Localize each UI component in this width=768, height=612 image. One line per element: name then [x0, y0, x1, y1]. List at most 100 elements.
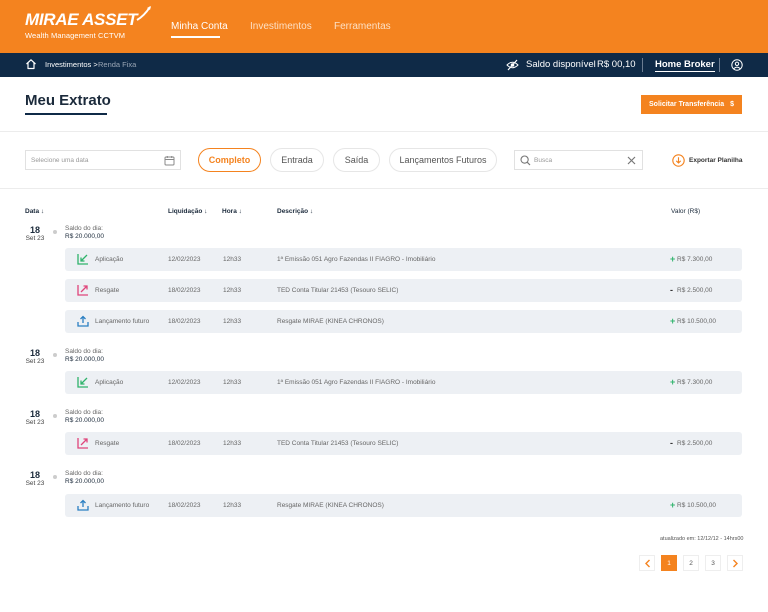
home-icon[interactable]	[25, 58, 37, 70]
divider	[0, 188, 768, 189]
nav-minha-conta[interactable]: Minha Conta	[171, 21, 228, 32]
chevron-left-icon	[644, 559, 650, 567]
group-month: Set 23	[25, 419, 45, 426]
saldo-dia-label: Saldo do dia:	[65, 348, 103, 355]
date-placeholder: Selecione uma data	[31, 157, 89, 164]
lancamento-futuro-icon	[77, 315, 89, 327]
timeline-dot	[53, 353, 57, 357]
row-sign: -	[670, 438, 673, 448]
row-hora: 12h33	[223, 318, 242, 325]
divider	[0, 131, 768, 132]
page-2-button[interactable]: 2	[683, 555, 699, 571]
table-row[interactable]: Aplicação 12/02/2023 12h33 1ª Emissão 05…	[65, 371, 742, 394]
filter-chip-saida[interactable]: Saída	[333, 148, 380, 172]
row-hora: 12h33	[223, 440, 242, 447]
title-underline	[25, 113, 107, 115]
home-broker-link[interactable]: Home Broker	[655, 59, 715, 72]
row-type: Aplicação	[95, 379, 124, 386]
filter-chip-completo[interactable]: Completo	[198, 148, 261, 172]
table-row[interactable]: Resgate 18/02/2023 12h33 TED Conta Titul…	[65, 279, 742, 302]
nav-ferramentas[interactable]: Ferramentas	[334, 21, 391, 32]
row-hora: 12h33	[223, 256, 242, 263]
row-sign: +	[670, 500, 676, 510]
row-liquidacao: 12/02/2023	[168, 256, 201, 263]
row-valor: R$ 7.300,00	[677, 379, 713, 386]
group-day: 18	[29, 409, 40, 419]
saldo-disponivel-label: Saldo disponível	[526, 59, 596, 70]
page-3-button[interactable]: 3	[705, 555, 721, 571]
page-title: Meu Extrato	[25, 92, 111, 109]
table-row[interactable]: Aplicação 12/02/2023 12h33 1ª Emissão 05…	[65, 248, 742, 271]
brand-logo[interactable]: MIRAE ASSET Wealth Management CCTVM	[25, 6, 153, 40]
user-icon[interactable]	[731, 59, 743, 71]
hide-balance-icon[interactable]	[506, 59, 519, 71]
row-sign: +	[670, 254, 676, 264]
group-date: 18 Set 23	[25, 225, 45, 242]
nav-investimentos[interactable]: Investimentos	[250, 21, 312, 32]
group-month: Set 23	[25, 358, 45, 365]
table-row[interactable]: Lançamento futuro 18/02/2023 12h33 Resga…	[65, 310, 742, 333]
filter-chip-entrada[interactable]: Entrada	[270, 148, 324, 172]
search-icon	[520, 155, 531, 166]
brand-name: MIRAE ASSET	[25, 10, 138, 29]
prev-page-button[interactable]	[639, 555, 655, 571]
table-row[interactable]: Lançamento futuro 18/02/2023 12h33 Resga…	[65, 494, 742, 517]
saldo-do-dia: Saldo do dia: R$ 20.000,00	[65, 470, 104, 486]
divider	[719, 58, 720, 72]
search-input[interactable]: Busca	[514, 150, 643, 170]
dollar-icon: $	[730, 101, 734, 108]
row-descricao: Resgate MIRAE (KINEA CHRONOS)	[277, 502, 384, 509]
saldo-dia-value: R$ 20.000,00	[65, 417, 105, 424]
group-month: Set 23	[25, 235, 45, 242]
saldo-dia-label: Saldo do dia:	[65, 225, 103, 232]
filter-chip-lancamentos-futuros[interactable]: Lançamentos Futuros	[389, 148, 497, 172]
col-header-hora[interactable]: Hora ↓	[222, 208, 242, 215]
row-valor: R$ 7.300,00	[677, 256, 713, 263]
row-valor: R$ 10.500,00	[677, 502, 717, 509]
divider	[642, 58, 643, 72]
saldo-dia-label: Saldo do dia:	[65, 409, 103, 416]
row-sign: -	[670, 285, 673, 295]
col-header-data[interactable]: Data ↓	[25, 208, 45, 215]
resgate-icon	[77, 438, 88, 449]
timeline-dot	[53, 475, 57, 479]
col-header-liquidacao[interactable]: Liquidação ↓	[168, 208, 208, 215]
breadcrumb-renda-fixa: Renda Fixa	[98, 60, 137, 69]
col-header-descricao[interactable]: Descrição ↓	[277, 208, 314, 215]
row-valor: R$ 2.500,00	[677, 287, 713, 294]
search-placeholder: Busca	[534, 157, 553, 164]
saldo-dia-value: R$ 20.000,00	[65, 478, 105, 485]
breadcrumb-investimentos[interactable]: Investimentos >	[45, 60, 98, 69]
group-month: Set 23	[25, 480, 45, 487]
saldo-disponivel-value: R$ 00,10	[597, 59, 636, 70]
row-hora: 12h33	[223, 502, 242, 509]
transfer-button-label: Solicitar Transferência	[649, 101, 725, 108]
page-1-button[interactable]: 1	[661, 555, 677, 571]
group-day: 18	[29, 470, 40, 480]
table-row[interactable]: Resgate 18/02/2023 12h33 TED Conta Titul…	[65, 432, 742, 455]
next-page-button[interactable]	[727, 555, 743, 571]
row-descricao: TED Conta Titular 21453 (Tesouro SELIC)	[277, 287, 399, 294]
saldo-dia-value: R$ 20.000,00	[65, 233, 105, 240]
row-type: Resgate	[95, 287, 120, 294]
row-liquidacao: 18/02/2023	[168, 502, 201, 509]
brand-subtitle: Wealth Management CCTVM	[25, 31, 126, 40]
row-liquidacao: 18/02/2023	[168, 440, 201, 447]
chevron-right-icon	[732, 559, 738, 567]
saldo-do-dia: Saldo do dia: R$ 20.000,00	[65, 409, 104, 425]
row-descricao: Resgate MIRAE (KINEA CHRONOS)	[277, 318, 384, 325]
exportar-planilha-button[interactable]: Exportar Planilha	[689, 157, 743, 164]
solicitar-transferencia-button[interactable]: Solicitar Transferência $	[641, 95, 742, 114]
calendar-icon[interactable]	[164, 155, 175, 166]
clear-search-icon[interactable]	[627, 156, 636, 165]
row-descricao: 1ª Emissão 051 Agro Fazendas II FIAGRO -…	[277, 256, 436, 263]
download-icon[interactable]	[672, 154, 685, 167]
saldo-do-dia: Saldo do dia: R$ 20.000,00	[65, 348, 104, 364]
group-day: 18	[29, 225, 40, 235]
row-hora: 12h33	[223, 287, 242, 294]
group-day: 18	[29, 348, 40, 358]
logo-swoosh-icon	[136, 6, 152, 21]
date-input[interactable]: Selecione uma data	[25, 150, 181, 170]
updated-timestamp: atualizado em: 12/12/12 - 14hrs00	[660, 536, 744, 542]
row-valor: R$ 10.500,00	[677, 318, 717, 325]
